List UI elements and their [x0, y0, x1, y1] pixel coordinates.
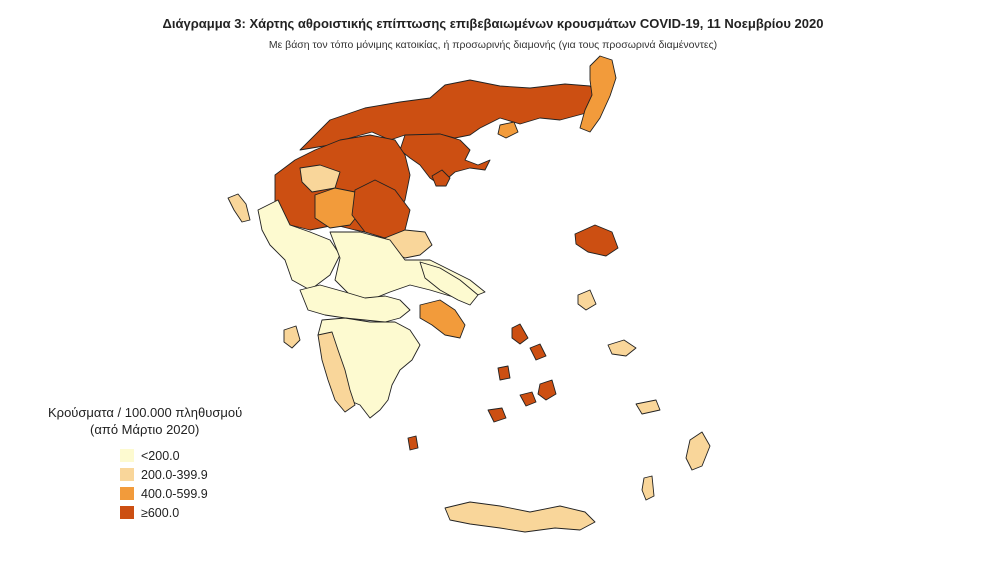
legend-swatch-3 [120, 506, 134, 519]
region-cyclades-1[interactable] [511, 323, 529, 345]
legend-swatch-0 [120, 449, 134, 462]
legend-items: <200.0 200.0-399.9 400.0-599.9 ≥600.0 [120, 446, 308, 522]
legend-swatch-1 [120, 468, 134, 481]
legend-label-3: ≥600.0 [141, 505, 180, 520]
region-euboea[interactable] [419, 261, 479, 306]
region-cyclades-2[interactable] [529, 343, 547, 361]
region-chios[interactable] [577, 289, 597, 311]
region-thasos[interactable] [497, 121, 519, 139]
region-karpathos[interactable] [641, 475, 655, 501]
region-epirus[interactable] [257, 199, 341, 291]
map-title: Διάγραμμα 3: Χάρτης αθροιστικής επίπτωση… [162, 16, 824, 31]
region-cyclades-3[interactable] [537, 379, 557, 401]
legend-swatch-2 [120, 487, 134, 500]
region-chalkidiki-finger[interactable] [431, 169, 451, 187]
legend-label-2: 400.0-599.9 [141, 486, 208, 501]
region-kos[interactable] [635, 399, 661, 415]
region-crete[interactable] [444, 501, 596, 533]
region-rhodes[interactable] [685, 431, 711, 471]
region-attica[interactable] [419, 299, 466, 339]
region-kythira[interactable] [407, 435, 419, 451]
legend-label-0: <200.0 [141, 448, 180, 463]
region-western-peloponnese[interactable] [317, 331, 356, 413]
region-cyclades-4[interactable] [487, 407, 507, 423]
region-thessaloniki-chalkidiki[interactable] [399, 133, 491, 186]
region-lesvos[interactable] [574, 224, 619, 257]
region-samos[interactable] [607, 339, 637, 357]
region-evros[interactable] [579, 55, 617, 133]
legend-item: 200.0-399.9 [120, 465, 308, 484]
region-cyclades-5[interactable] [519, 391, 537, 407]
legend-item: ≥600.0 [120, 503, 308, 522]
region-ionian-islands[interactable] [283, 325, 301, 349]
legend-title-line2: (από Μάρτιο 2020) [90, 422, 200, 437]
region-cyclades-6[interactable] [497, 365, 511, 381]
map-subtitle: Με βάση τον τόπο μόνιμης κατοικίας, ή πρ… [268, 39, 718, 51]
legend-title: Κρούσματα / 100.000 πληθυσμού (από Μάρτι… [48, 404, 308, 438]
legend-item: <200.0 [120, 446, 308, 465]
region-corfu[interactable] [227, 193, 251, 223]
region-central-greece[interactable] [299, 284, 411, 323]
legend-title-line1: Κρούσματα / 100.000 πληθυσμού [48, 405, 243, 420]
legend-item: 400.0-599.9 [120, 484, 308, 503]
legend: Κρούσματα / 100.000 πληθυσμού (από Μάρτι… [48, 404, 308, 522]
region-grevena[interactable] [299, 164, 341, 193]
legend-label-1: 200.0-399.9 [141, 467, 208, 482]
region-northern-macedonia-thrace[interactable] [299, 79, 601, 151]
